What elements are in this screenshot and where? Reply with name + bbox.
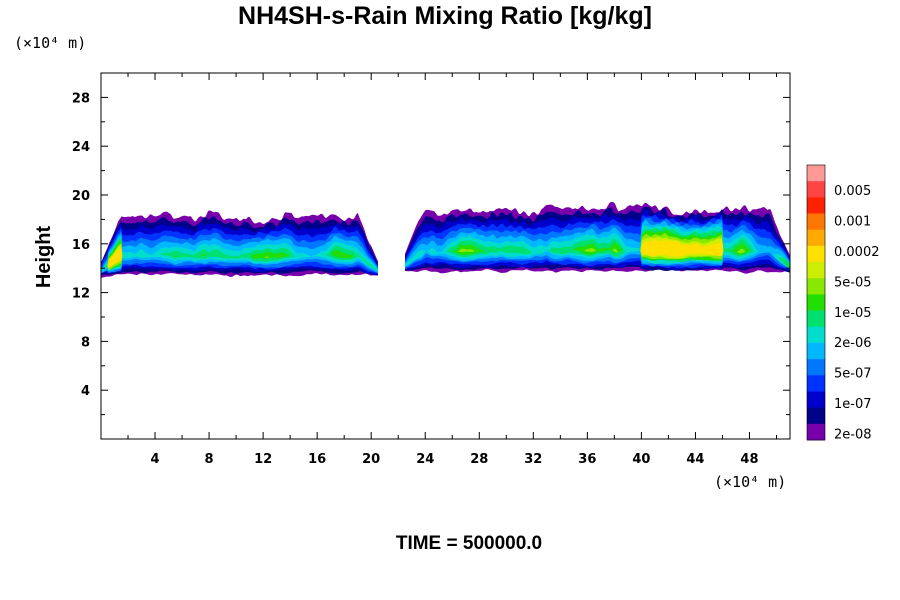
colorbar-swatch-13 — [807, 375, 825, 392]
colorbar-label-7: 1e-07 — [834, 397, 872, 412]
colorbar-swatch-7 — [807, 278, 825, 295]
colorbar: 0.005 0.001 0.0002 5e-05 1e-05 2e-06 5e-07 1e-0… — [806, 164, 880, 442]
colorbar-swatch-14 — [807, 391, 825, 409]
colorbar-swatch-16 — [807, 423, 825, 441]
x-tick-label-9: 40 — [632, 452, 650, 467]
y-tick-label-1: 8 — [81, 335, 90, 350]
time-label: TIME = 500000.0 — [396, 533, 542, 554]
colorbar-label-0: 0.005 — [834, 184, 871, 199]
colorbar-swatch-6 — [807, 262, 825, 279]
colorbar-swatch-2 — [807, 197, 825, 214]
y-tick-label-0: 4 — [81, 384, 90, 399]
contour-region-1-level-11 — [405, 239, 790, 267]
colorbar-swatch-0 — [807, 165, 825, 182]
x-tick-label-7: 32 — [524, 452, 542, 467]
x-tick-label-6: 28 — [470, 452, 488, 467]
colorbar-label-2: 0.0002 — [834, 245, 880, 260]
x-tick-label-5: 24 — [416, 452, 434, 467]
x-tick-label-4: 20 — [362, 452, 380, 467]
colorbar-swatch-11 — [807, 342, 825, 360]
y-axis: 4 8 12 16 20 24 28 — [72, 91, 790, 416]
x-tick-label-11: 48 — [740, 452, 758, 467]
contour-field — [101, 201, 790, 278]
x-axis: 4 8 12 16 20 24 28 32 36 40 44 48 — [127, 73, 777, 467]
y-tick-label-2: 12 — [72, 287, 90, 302]
colorbar-swatch-8 — [807, 294, 825, 311]
colorbar-swatch-3 — [807, 213, 825, 231]
y-tick-label-4: 20 — [72, 189, 90, 204]
colorbar-frame — [806, 164, 826, 441]
colorbar-label-1: 0.001 — [834, 215, 871, 230]
colorbar-swatch-1 — [807, 181, 825, 198]
x-tick-label-1: 8 — [205, 452, 214, 467]
x-tick-label-10: 44 — [686, 452, 704, 467]
x-tick-label-8: 36 — [578, 452, 596, 467]
colorbar-swatch-10 — [807, 326, 825, 344]
colorbar-label-4: 1e-05 — [834, 306, 872, 321]
y-tick-label-3: 16 — [72, 238, 90, 253]
y-axis-unit: (×10⁴ m) — [14, 34, 86, 52]
chart-title: NH4SH-s-Rain Mixing Ratio [kg/kg] — [238, 2, 652, 30]
x-tick-label-2: 12 — [254, 452, 272, 467]
contour-region-1-level-9 — [405, 233, 790, 266]
contour-region-0-level-6 — [101, 234, 378, 272]
colorbar-label-6: 5e-07 — [834, 367, 872, 382]
y-tick-label-6: 28 — [72, 91, 90, 106]
colorbar-swatch-12 — [807, 359, 825, 376]
x-axis-unit: (×10⁴ m) — [714, 473, 786, 491]
y-axis-label: Height — [33, 226, 55, 289]
colorbar-swatch-9 — [807, 310, 825, 328]
colorbar-label-8: 2e-08 — [834, 427, 872, 442]
colorbar-label-5: 2e-06 — [834, 336, 872, 351]
x-tick-label-3: 16 — [308, 452, 326, 467]
plot-frame — [100, 72, 791, 440]
colorbar-label-3: 5e-05 — [834, 275, 872, 290]
colorbar-swatch-15 — [807, 407, 825, 425]
y-tick-label-5: 24 — [72, 140, 90, 155]
colorbar-swatch-4 — [807, 229, 825, 247]
x-tick-label-0: 4 — [151, 452, 160, 467]
colorbar-swatch-5 — [807, 245, 825, 263]
